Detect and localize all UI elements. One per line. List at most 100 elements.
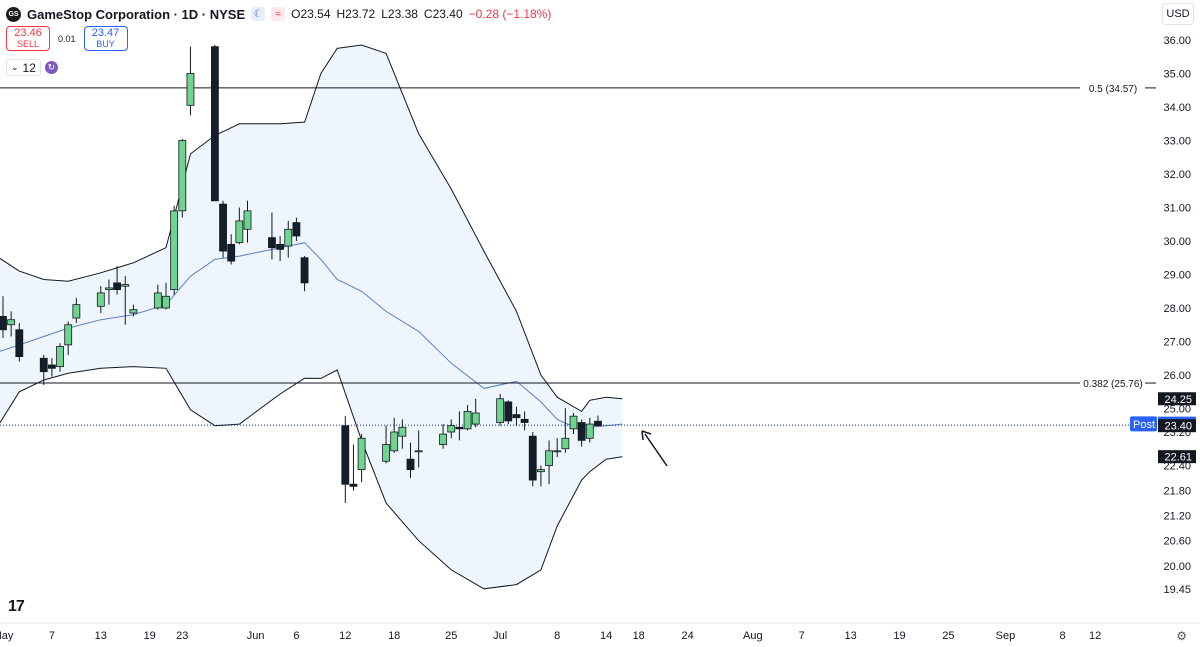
candle-15 — [170, 205, 179, 295]
candle-body — [577, 422, 586, 441]
trade-panel: 23.46 SELL 0.01 23.47 BUY — [6, 26, 128, 51]
price-tick: 36.00 — [1163, 35, 1191, 47]
candle-29 — [349, 444, 358, 491]
ohlc-low: L23.38 — [381, 7, 418, 21]
candle-body — [268, 237, 276, 249]
candle-body — [382, 444, 390, 462]
indicator-toggle[interactable]: ⌄ 12 — [6, 59, 41, 76]
spread-value: 0.01 — [58, 33, 76, 44]
candle-body — [439, 433, 448, 445]
sell-button[interactable]: 23.46 SELL — [6, 26, 50, 51]
price-tick: 20.00 — [1163, 561, 1191, 573]
sync-icon[interactable]: ↻ — [44, 61, 58, 74]
candle-11 — [121, 276, 130, 325]
candle-9 — [105, 279, 113, 305]
candle-body — [7, 319, 16, 326]
candle-body — [129, 309, 138, 314]
candle-4 — [48, 358, 56, 377]
candle-0 — [0, 296, 7, 339]
candle-body — [186, 73, 195, 106]
candle-17 — [186, 46, 195, 116]
annotation-arrow — [641, 430, 668, 467]
candle-34 — [406, 442, 415, 478]
candle-23 — [268, 212, 276, 260]
candle-body — [390, 431, 399, 452]
fib-levels: 0.5 (34.57) 0.382 (25.76) — [0, 84, 1156, 390]
candle-6 — [64, 321, 73, 355]
symbol-title[interactable]: GameStop Corporation · 1D · NYSE — [27, 6, 246, 22]
band-fill — [0, 45, 623, 589]
candle-body — [300, 257, 309, 284]
candle-body — [72, 304, 81, 319]
gear-icon[interactable]: ⚙ — [1176, 629, 1187, 643]
candle-body — [398, 426, 407, 437]
time-tick: 12 — [339, 630, 351, 642]
time-tick: 19 — [893, 630, 905, 642]
time-tick: 19 — [144, 630, 156, 642]
time-tick: 14 — [600, 630, 612, 642]
approx-icon[interactable]: ≈ — [271, 7, 286, 21]
candle-52 — [585, 417, 594, 443]
price-tick: 19.45 — [1163, 584, 1191, 596]
candle-body — [153, 292, 162, 309]
candle-41 — [496, 394, 505, 426]
candle-body — [121, 284, 130, 287]
currency-button[interactable]: USD — [1162, 3, 1194, 25]
price-tick: 26.00 — [1163, 370, 1191, 382]
time-tick: Jul — [493, 630, 507, 642]
candle-body — [357, 437, 366, 471]
time-tick: 12 — [1089, 630, 1101, 642]
price-axis[interactable]: 36.00 35.00 34.00 33.00 32.00 31.00 30.00 29.00… — [1130, 0, 1200, 623]
moon-icon[interactable]: ☾ — [251, 7, 266, 21]
time-tick: Jun — [247, 630, 265, 642]
candle-body — [105, 287, 113, 290]
price-label-box — [1158, 419, 1196, 433]
price-tick: 35.00 — [1163, 69, 1191, 81]
candle-43 — [512, 406, 521, 426]
candle-body — [15, 329, 24, 357]
candle-body — [56, 346, 64, 368]
candle-13 — [153, 284, 162, 310]
price-tick: 29.00 — [1163, 270, 1191, 282]
candle-1 — [7, 311, 16, 337]
candle-32 — [390, 417, 399, 453]
candle-body — [545, 450, 553, 466]
candle-body — [48, 364, 56, 369]
candle-body — [496, 398, 505, 423]
candle-8 — [96, 286, 105, 314]
price-tick: 34.00 — [1163, 102, 1191, 114]
time-tick: 7 — [799, 630, 805, 642]
candle-body — [512, 414, 521, 419]
candle-3 — [39, 354, 48, 386]
candle-body — [349, 483, 358, 487]
candle-19 — [219, 200, 227, 258]
price-tick: 28.00 — [1163, 303, 1191, 315]
candle-body — [96, 292, 105, 307]
bollinger-bands — [0, 44, 623, 590]
candle-body — [64, 324, 73, 346]
candle-body — [447, 425, 456, 433]
chevron-down-icon[interactable]: ⌄ — [11, 62, 19, 72]
time-tick: 7 — [49, 630, 55, 642]
time-tick: Sep — [996, 630, 1016, 642]
fib-label-0: 0.5 (34.57) — [1089, 84, 1137, 95]
candle-46 — [537, 465, 545, 487]
indicator-length: 12 — [22, 60, 36, 75]
candle-body — [210, 46, 219, 202]
candle-36 — [439, 424, 448, 449]
candles — [0, 45, 602, 504]
price-label: 22.61 — [1164, 452, 1192, 464]
time-tick: Aug — [743, 630, 763, 642]
candle-42 — [504, 400, 513, 425]
time-tick: 8 — [1059, 630, 1065, 642]
price-tick: 27.00 — [1163, 337, 1191, 349]
candle-45 — [528, 432, 537, 487]
candle-10 — [113, 266, 121, 295]
buy-button[interactable]: 23.47 BUY — [83, 26, 128, 51]
candle-38 — [455, 411, 464, 441]
indicator-legend: ⌄ 12 ↻ — [6, 59, 58, 76]
candle-31 — [382, 425, 390, 464]
candle-28 — [341, 416, 350, 504]
time-axis[interactable]: May 7 13 19 23 Jun 6 12 18 25 Jul 8 14 18 24 Aug 7 13 19 25… — [0, 622, 1200, 642]
